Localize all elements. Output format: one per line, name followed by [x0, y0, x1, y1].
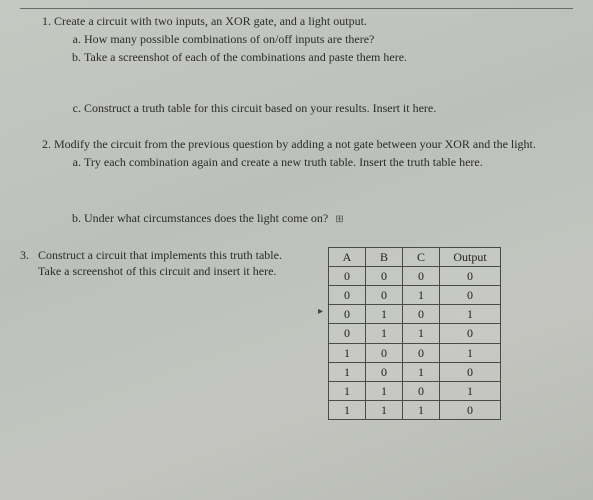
table-cell: 1 [329, 381, 366, 400]
table-cell: 0 [366, 286, 403, 305]
table-cell: 1 [440, 305, 501, 324]
table-cell: 1 [440, 381, 501, 400]
q2b: Under what circumstances does the light … [84, 210, 573, 227]
question-list: Create a circuit with two inputs, an XOR… [20, 13, 573, 227]
q2-subitems: Try each combination again and create a … [54, 154, 573, 227]
worksheet-page: Create a circuit with two inputs, an XOR… [0, 0, 593, 420]
truth-table-body: 00000010010101101001101011011110 [329, 266, 501, 420]
table-cell: 0 [440, 286, 501, 305]
q2b-text: Under what circumstances does the light … [84, 211, 328, 225]
table-cell: 1 [366, 324, 403, 343]
table-cell: 0 [366, 266, 403, 285]
table-row: 1101 [329, 381, 501, 400]
table-cell: 1 [329, 362, 366, 381]
q1-subitems: How many possible combinations of on/off… [54, 31, 573, 116]
question-3-text: 3.Construct a circuit that implements th… [20, 247, 328, 279]
table-cell: 1 [440, 343, 501, 362]
table-row: 1110 [329, 401, 501, 420]
table-cell: 0 [329, 324, 366, 343]
col-c: C [403, 247, 440, 266]
truth-table: A B C Output 000000100101011010011010110… [328, 247, 501, 421]
col-b: B [366, 247, 403, 266]
pointer-icon: ▸ [318, 305, 323, 319]
question-1: Create a circuit with two inputs, an XOR… [54, 13, 573, 116]
table-cell: 1 [403, 286, 440, 305]
table-cell: 0 [440, 362, 501, 381]
table-cell: 0 [329, 266, 366, 285]
q2-text: Modify the circuit from the previous que… [54, 137, 536, 151]
table-cell: 0 [403, 266, 440, 285]
table-cell: 0 [329, 305, 366, 324]
table-cell: 0 [403, 305, 440, 324]
table-cell: 0 [440, 266, 501, 285]
q1-text: Create a circuit with two inputs, an XOR… [54, 14, 367, 28]
table-cell: 1 [403, 362, 440, 381]
question-3-row: 3.Construct a circuit that implements th… [20, 247, 573, 421]
q3-line1: Construct a circuit that implements this… [38, 248, 282, 262]
table-cell: 1 [366, 305, 403, 324]
top-rule [20, 8, 573, 9]
truth-table-wrap: ▸ A B C Output 0000001001010110100110101… [328, 247, 501, 421]
table-cell: 0 [329, 286, 366, 305]
col-a: A [329, 247, 366, 266]
q3-line2: Take a screenshot of this circuit and in… [38, 264, 276, 278]
table-cell: 0 [440, 401, 501, 420]
q1b: Take a screenshot of each of the combina… [84, 49, 573, 65]
table-cell: 1 [366, 381, 403, 400]
table-cell: 0 [366, 343, 403, 362]
insert-marker-icon: ⊞ [335, 214, 343, 225]
table-row: 0101 [329, 305, 501, 324]
table-cell: 1 [329, 343, 366, 362]
table-row: 1001 [329, 343, 501, 362]
col-output: Output [440, 247, 501, 266]
table-row: 0110 [329, 324, 501, 343]
table-row: 0010 [329, 286, 501, 305]
table-cell: 0 [366, 362, 403, 381]
table-header-row: A B C Output [329, 247, 501, 266]
q1a: How many possible combinations of on/off… [84, 31, 573, 47]
q2a: Try each combination again and create a … [84, 154, 573, 170]
table-cell: 0 [403, 343, 440, 362]
question-2: Modify the circuit from the previous que… [54, 136, 573, 227]
table-row: 1010 [329, 362, 501, 381]
table-cell: 1 [403, 324, 440, 343]
table-cell: 1 [329, 401, 366, 420]
q1c: Construct a truth table for this circuit… [84, 100, 573, 116]
table-cell: 0 [440, 324, 501, 343]
table-row: 0000 [329, 266, 501, 285]
q3-number: 3. [20, 247, 38, 263]
table-cell: 1 [403, 401, 440, 420]
table-cell: 1 [366, 401, 403, 420]
table-cell: 0 [403, 381, 440, 400]
